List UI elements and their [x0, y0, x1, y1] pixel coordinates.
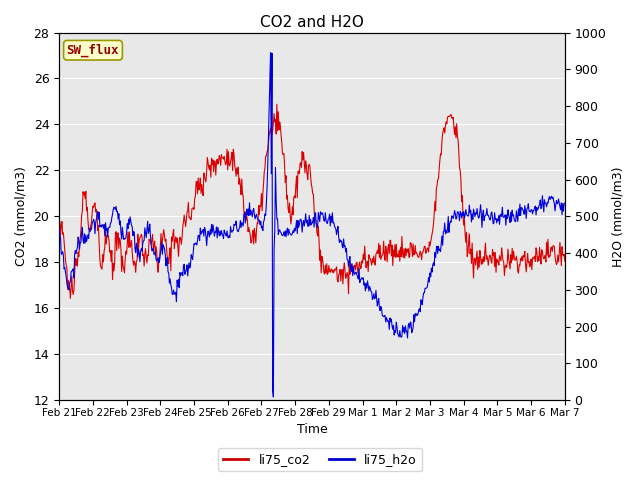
Text: SW_flux: SW_flux	[67, 44, 119, 57]
Title: CO2 and H2O: CO2 and H2O	[260, 15, 364, 30]
Y-axis label: H2O (mmol/m3): H2O (mmol/m3)	[612, 166, 625, 266]
X-axis label: Time: Time	[296, 423, 328, 436]
Legend: li75_co2, li75_h2o: li75_co2, li75_h2o	[218, 448, 422, 471]
Y-axis label: CO2 (mmol/m3): CO2 (mmol/m3)	[15, 167, 28, 266]
